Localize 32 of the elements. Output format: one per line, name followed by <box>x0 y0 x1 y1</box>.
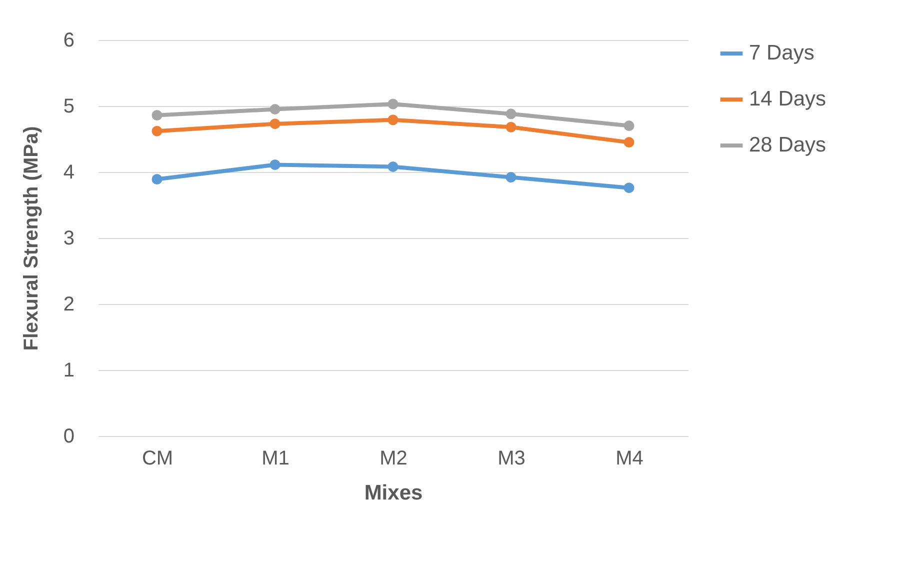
point <box>388 161 398 172</box>
x-tick-label: M1 <box>262 448 290 470</box>
y-tick-label: 1 <box>63 360 74 382</box>
point <box>270 118 280 130</box>
point <box>506 108 516 120</box>
y-tick-label: 3 <box>63 228 74 250</box>
point <box>152 174 162 184</box>
y-tick-label: 2 <box>63 294 74 316</box>
point <box>624 182 634 194</box>
point <box>270 104 280 115</box>
y-axis-title: Flexural Strength (MPa) <box>20 126 42 351</box>
legend-label: 7 Days <box>749 42 814 64</box>
point <box>152 126 162 136</box>
point <box>624 120 634 132</box>
legend-label: 28 Days <box>749 134 826 156</box>
point <box>506 122 516 132</box>
point <box>270 160 280 170</box>
x-tick-label: CM <box>142 448 174 470</box>
legend-label: 14 Days <box>749 88 826 110</box>
x-tick-label: M3 <box>498 448 526 470</box>
point <box>388 98 398 110</box>
x-tick-label: M2 <box>380 448 408 470</box>
y-tick-label: 6 <box>63 30 74 52</box>
point <box>152 110 162 120</box>
x-axis-title: Mixes <box>364 482 423 504</box>
point <box>506 172 516 183</box>
y-tick-label: 4 <box>63 162 74 184</box>
x-tick-label: M4 <box>616 448 644 470</box>
y-tick-label: 0 <box>63 426 74 448</box>
point <box>624 137 634 148</box>
point <box>388 114 398 126</box>
y-tick-label: 5 <box>63 96 74 118</box>
